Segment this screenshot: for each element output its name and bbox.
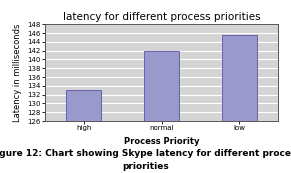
Title: latency for different process priorities: latency for different process priorities: [63, 12, 260, 22]
Text: Figure 12: Chart showing Skype latency for different process: Figure 12: Chart showing Skype latency f…: [0, 149, 291, 158]
Text: priorities: priorities: [122, 162, 169, 171]
Bar: [144, 51, 179, 121]
Bar: [222, 35, 257, 121]
Bar: [66, 90, 101, 121]
Y-axis label: Latency in milliseconds: Latency in milliseconds: [13, 24, 22, 122]
X-axis label: Process Priority: Process Priority: [124, 137, 199, 146]
